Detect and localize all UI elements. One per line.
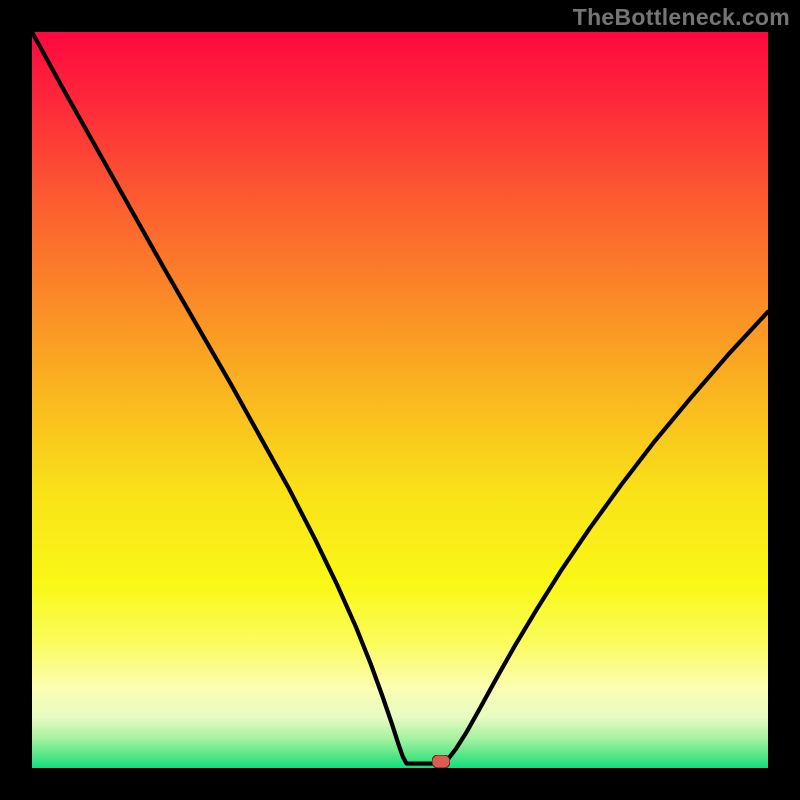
marker-shape xyxy=(432,755,450,768)
optimal-point-marker xyxy=(432,755,450,773)
plot-area xyxy=(32,32,768,768)
marker-rect xyxy=(432,755,450,768)
chart-container: TheBottleneck.com xyxy=(0,0,800,800)
bottleneck-curve xyxy=(32,32,768,768)
watermark-text: TheBottleneck.com xyxy=(573,4,790,31)
curve-path xyxy=(32,32,768,764)
